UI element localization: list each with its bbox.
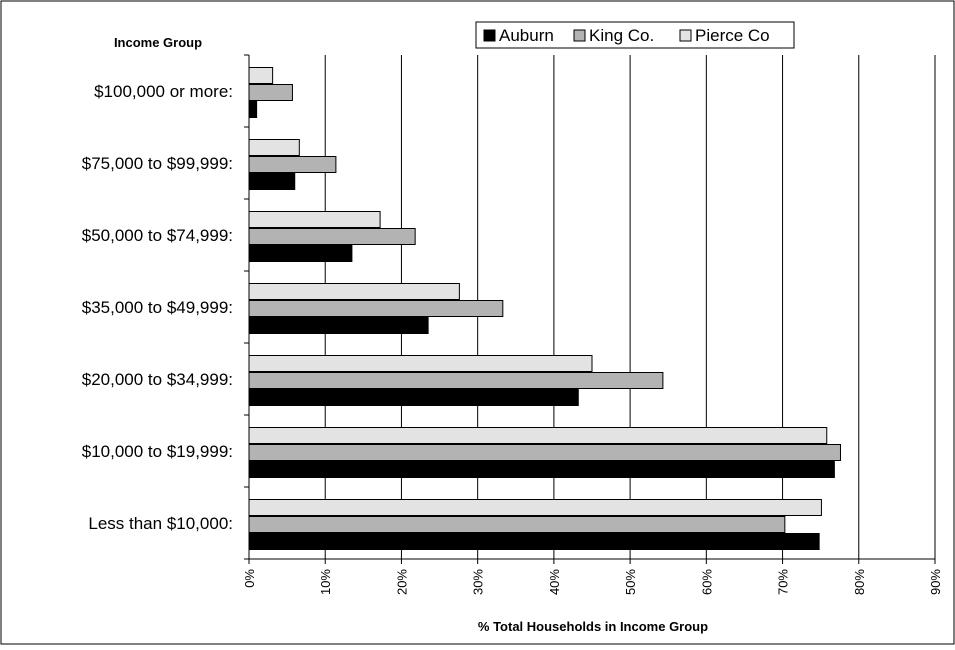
bar: [248, 139, 300, 156]
bar: [248, 372, 664, 389]
bars: [248, 67, 841, 550]
bar: [248, 283, 460, 300]
bar: [248, 101, 258, 118]
bar: [248, 228, 416, 245]
legend: Auburn King Co. Pierce Co: [475, 21, 795, 49]
legend-swatch: [679, 29, 692, 42]
bar: [248, 211, 381, 228]
legend-box: [475, 21, 795, 49]
axes: [244, 54, 936, 564]
bar: [248, 355, 593, 372]
bar: [248, 67, 274, 84]
x-axis-title: % Total Households in Income Group: [478, 619, 708, 634]
category-label: $75,000 to $99,999:: [82, 154, 233, 173]
x-tick-label: 90%: [928, 569, 943, 595]
x-tick-label: 10%: [318, 569, 333, 595]
legend-label: Auburn: [499, 26, 554, 45]
x-tick-label: 0%: [242, 569, 257, 588]
category-label: $20,000 to $34,999:: [82, 370, 233, 389]
category-label: $35,000 to $49,999:: [82, 298, 233, 317]
bar: [248, 461, 835, 478]
bar: [248, 317, 429, 334]
category-label: $50,000 to $74,999:: [82, 226, 233, 245]
bar: [248, 516, 786, 533]
bar: [248, 156, 337, 173]
bar: [248, 173, 296, 190]
x-tick-label: 60%: [699, 569, 714, 595]
category-label: $10,000 to $19,999:: [82, 442, 233, 461]
bar: [248, 533, 820, 550]
category-label: $100,000 or more:: [94, 82, 233, 101]
bar: [248, 389, 579, 406]
x-tick-label: 70%: [776, 569, 791, 595]
bar: [248, 499, 822, 516]
bar: [248, 444, 841, 461]
legend-label: Pierce Co: [695, 26, 770, 45]
x-tick-label: 40%: [547, 569, 562, 595]
legend-swatch: [573, 29, 586, 42]
x-tick-label: 30%: [471, 569, 486, 595]
bar: [248, 300, 504, 317]
bar: [248, 427, 828, 444]
x-tick-label: 20%: [394, 569, 409, 595]
bar: [248, 245, 353, 262]
x-tick-label: 50%: [623, 569, 638, 595]
category-label: Less than $10,000:: [88, 514, 233, 533]
labels: 0% 10% 20% 30% 40% 50% 60% 70% 80% 90% $100,000 or…: [82, 82, 943, 595]
category-axis-title: Income Group: [114, 35, 202, 50]
bar: [248, 84, 293, 101]
legend-label: King Co.: [589, 26, 654, 45]
x-tick-label: 80%: [852, 569, 867, 595]
legend-swatch: [483, 29, 496, 42]
